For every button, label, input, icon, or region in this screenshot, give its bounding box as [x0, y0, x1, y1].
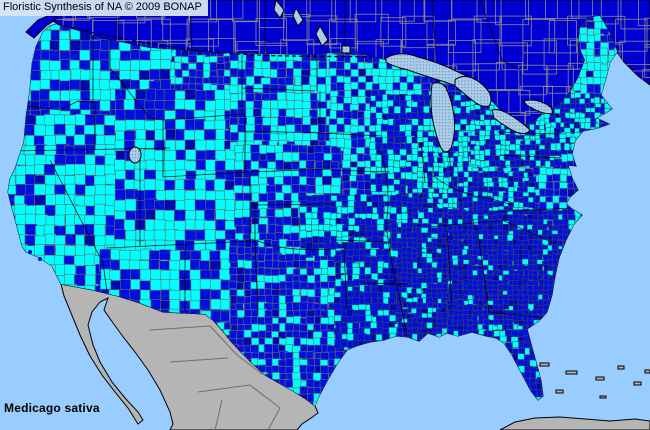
lake-of-the-woods [341, 45, 351, 54]
species-label: Medicago sativa [4, 401, 100, 415]
lake-michigan [430, 82, 456, 153]
map-title: Floristic Synthesis of NA © 2009 BONAP [0, 0, 208, 16]
islands [25, 13, 650, 430]
cuba [499, 416, 650, 430]
canada-province-borders [117, 0, 521, 71]
mexico-state-borders [149, 325, 281, 430]
great-lakes [128, 0, 553, 164]
great-salt-lake [128, 146, 142, 164]
manitoba-lakes [273, 0, 329, 47]
us-canada-border [56, 23, 373, 58]
vancouver-island [25, 13, 59, 39]
channel-island [38, 257, 42, 261]
bahamas [539, 362, 650, 399]
channel-island [28, 250, 32, 254]
lake-erie [491, 109, 531, 135]
lake-huron [454, 75, 492, 107]
lake-ontario [523, 99, 553, 115]
